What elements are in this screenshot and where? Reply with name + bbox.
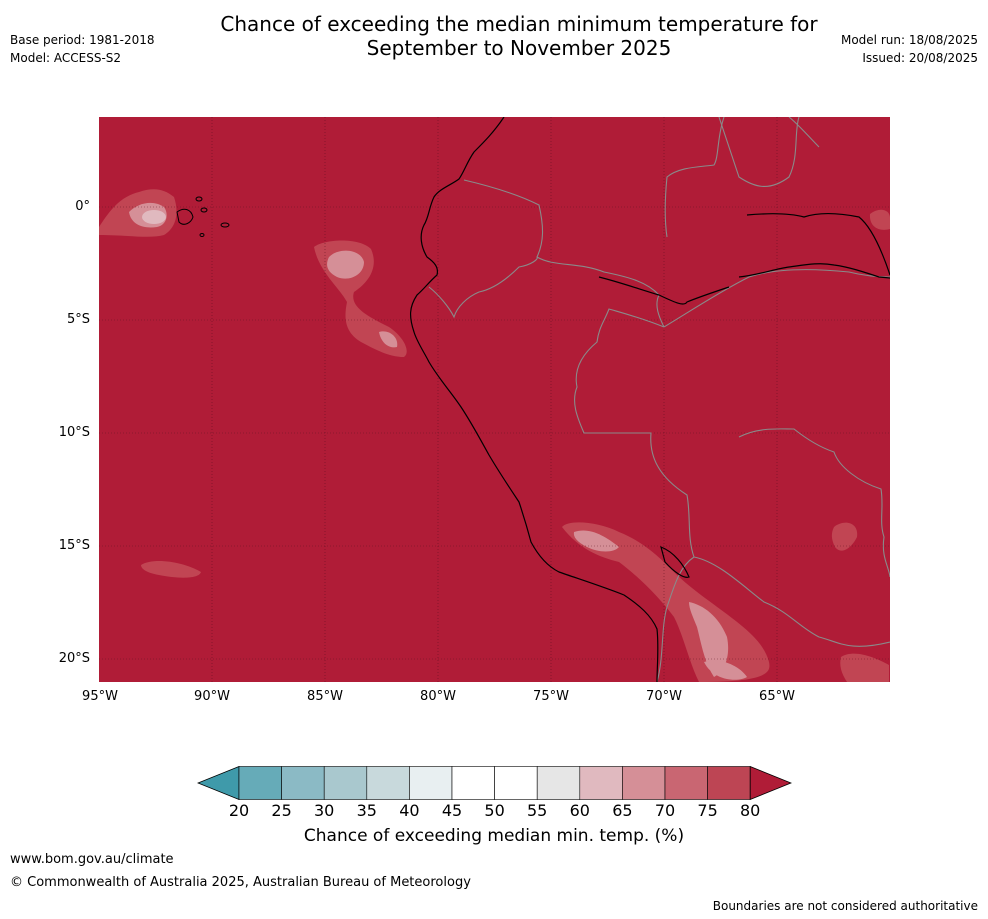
map-background xyxy=(99,117,890,682)
colorbar-extend-high xyxy=(749,766,792,800)
colorbar-cell xyxy=(707,766,751,800)
colorbar-cell xyxy=(409,766,453,800)
patch-paraguay xyxy=(840,653,889,682)
colorbar-tick-label: 20 xyxy=(228,801,250,820)
patch-galapagos-core xyxy=(142,210,166,224)
colorbar-tick-label: 80 xyxy=(740,801,761,820)
patch-andes-inner xyxy=(573,530,619,552)
colorbar-cell xyxy=(664,766,708,800)
lon-label-65w: 65°W xyxy=(759,689,795,704)
colorbar-tick-label: 55 xyxy=(527,801,548,820)
colorbar-cell xyxy=(323,766,368,800)
colorbar-tick-label: 25 xyxy=(271,801,292,820)
colorbar-tick-label: 70 xyxy=(654,801,676,820)
colorbar-tick-label: 50 xyxy=(484,801,505,820)
title-line-1: Chance of exceeding the median minimum t… xyxy=(220,12,818,36)
coastlines xyxy=(410,117,890,682)
lat-label-20s: 20°S xyxy=(58,651,90,666)
meta-right: Model run: 18/08/2025 Issued: 20/08/2025 xyxy=(841,31,978,67)
colorbar-label: Chance of exceeding median min. temp. (%… xyxy=(303,826,685,846)
lon-label-90w: 90°W xyxy=(194,689,230,704)
lon-label-75w: 75°W xyxy=(533,689,569,704)
colorbar-cell xyxy=(622,766,666,800)
meta-left: Base period: 1981-2018 Model: ACCESS-S2 xyxy=(10,31,155,67)
colorbar-tick-label: 75 xyxy=(697,801,718,820)
forecast-map xyxy=(99,117,890,682)
colorbar xyxy=(197,766,792,800)
footer-url: www.bom.gov.au/climate xyxy=(10,852,174,867)
colorbar-cells xyxy=(197,766,792,800)
model-name: Model: ACCESS-S2 xyxy=(10,51,122,65)
base-period: Base period: 1981-2018 xyxy=(10,33,155,47)
patch-southern-pacific xyxy=(141,561,201,578)
country-borders xyxy=(428,117,890,682)
lat-label-10s: 10°S xyxy=(58,425,90,440)
patch-pacific-band-inner-2 xyxy=(379,331,398,348)
colorbar-cell xyxy=(366,766,410,800)
lat-label-0: 0° xyxy=(75,199,90,214)
patch-pacific-band-inner xyxy=(327,250,364,279)
colorbar-extend-low xyxy=(197,766,240,800)
issued-date: Issued: 20/08/2025 xyxy=(862,51,978,65)
lon-label-80w: 80°W xyxy=(420,689,456,704)
colorbar-tick-label: 65 xyxy=(612,801,633,820)
colorbar-tick-label: 35 xyxy=(356,801,377,820)
lon-label-95w: 95°W xyxy=(82,689,118,704)
colorbar-tick-label: 60 xyxy=(569,801,590,820)
patch-bolivia-east xyxy=(831,522,858,551)
colorbar-tick-label: 30 xyxy=(314,801,335,820)
model-run: Model run: 18/08/2025 xyxy=(840,33,978,47)
graticule xyxy=(99,117,890,682)
colorbar-cell xyxy=(579,766,623,800)
galapagos-islands xyxy=(176,196,230,237)
colorbar-cell xyxy=(281,766,325,800)
lon-label-70w: 70°W xyxy=(646,689,682,704)
patch-amazon-east xyxy=(869,209,890,230)
probability-patches xyxy=(99,189,890,682)
colorbar-tick-label: 40 xyxy=(399,801,420,820)
lat-label-5s: 5°S xyxy=(66,312,90,327)
lon-label-85w: 85°W xyxy=(307,689,343,704)
colorbar-cell xyxy=(238,766,282,800)
colorbar-cell xyxy=(536,766,581,800)
footer-boundary-note: Boundaries are not considered authoritat… xyxy=(712,899,978,913)
map-title: Chance of exceeding the median minimum t… xyxy=(0,12,988,60)
footer-copyright: © Commonwealth of Australia 2025, Austra… xyxy=(10,875,471,890)
colorbar-cell xyxy=(494,766,538,800)
patch-andes-inner-2 xyxy=(689,602,729,677)
colorbar-cell xyxy=(451,766,495,800)
lat-label-15s: 15°S xyxy=(58,538,90,553)
title-line-2: September to November 2025 xyxy=(366,36,672,60)
colorbar-tick-label: 45 xyxy=(441,801,463,820)
patch-andes-inner-3 xyxy=(704,660,747,680)
